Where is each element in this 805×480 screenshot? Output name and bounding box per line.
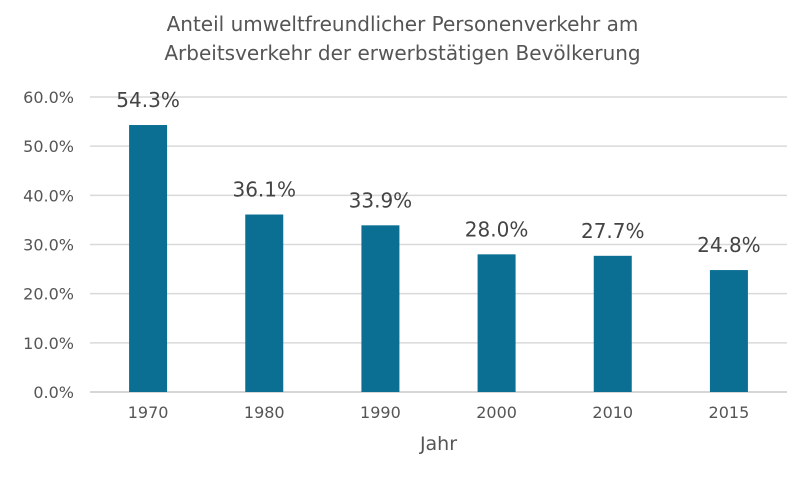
data-label: 27.7% <box>581 219 645 243</box>
data-labels: 54.3% 36.1% 33.9% 28.0% 27.7% 24.8% <box>116 88 760 257</box>
chart-title: Anteil umweltfreundlicher Personenverkeh… <box>0 10 805 68</box>
x-axis-title: Jahr <box>419 433 457 455</box>
chart-title-line-1: Anteil umweltfreundlicher Personenverkeh… <box>166 12 639 36</box>
y-tick-label: 20.0% <box>23 285 74 304</box>
chart-title-line-2: Arbeitsverkehr der erwerbstätigen Bevölk… <box>164 41 641 65</box>
bar-2010 <box>593 255 632 392</box>
y-tick-label: 30.0% <box>23 236 74 255</box>
x-tick-label: 2000 <box>476 403 517 422</box>
bar-1980 <box>245 214 284 392</box>
x-tick-label: 1980 <box>244 403 285 422</box>
y-tick-label: 40.0% <box>23 186 74 205</box>
x-tick-label: 1990 <box>360 403 401 422</box>
bar-1970 <box>129 125 168 393</box>
bar-2015 <box>709 270 748 392</box>
y-tick-label: 0.0% <box>33 383 74 402</box>
data-label: 54.3% <box>116 88 180 112</box>
x-axis-tick-labels: 1970 1980 1990 2000 2010 2015 <box>128 403 750 422</box>
data-label: 28.0% <box>465 217 529 241</box>
gridlines <box>90 96 787 393</box>
y-tick-label: 50.0% <box>23 137 74 156</box>
data-label: 36.1% <box>232 178 296 202</box>
x-tick-label: 2015 <box>709 403 750 422</box>
y-tick-label: 60.0% <box>23 88 74 107</box>
data-label: 33.9% <box>349 188 413 212</box>
data-label: 24.8% <box>697 233 761 257</box>
y-axis-tick-labels: 0.0% 10.0% 20.0% 30.0% 40.0% 50.0% 60.0% <box>23 88 74 402</box>
x-tick-label: 2010 <box>592 403 633 422</box>
x-tick-label: 1970 <box>128 403 169 422</box>
y-tick-label: 10.0% <box>23 334 74 353</box>
bars <box>129 125 748 393</box>
bar-1990 <box>361 225 400 392</box>
bar-2000 <box>477 254 516 392</box>
